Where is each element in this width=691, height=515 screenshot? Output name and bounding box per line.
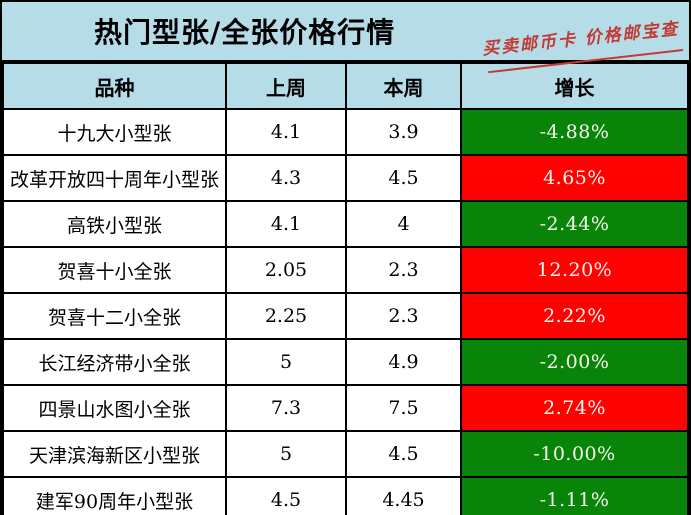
growth-cell: 4.65% <box>460 154 689 202</box>
col-header-last-week: 上周 <box>225 62 347 110</box>
last-week-cell: 4.5 <box>225 476 347 515</box>
growth-cell: -1.11% <box>460 476 689 515</box>
last-week-cell: 4.3 <box>225 154 347 202</box>
variety-cell: 高铁小型张 <box>2 200 227 248</box>
growth-cell: 12.20% <box>460 246 689 294</box>
table-row: 改革开放四十周年小型张 4.3 4.5 4.65% <box>2 154 689 202</box>
this-week-cell: 4.5 <box>345 430 462 478</box>
last-week-cell: 5 <box>225 338 347 386</box>
growth-cell: 2.22% <box>460 292 689 340</box>
page-title: 热门型张/全张价格行情 <box>94 16 396 49</box>
variety-cell: 十九大小型张 <box>2 108 227 156</box>
table-row: 四景山水图小全张 7.3 7.5 2.74% <box>2 384 689 432</box>
header-row: 品种 上周 本周 增长 <box>2 62 689 110</box>
this-week-cell: 7.5 <box>345 384 462 432</box>
this-week-cell: 4.45 <box>345 476 462 515</box>
growth-cell: -4.88% <box>460 108 689 156</box>
growth-cell: -2.44% <box>460 200 689 248</box>
variety-cell: 建军90周年小型张 <box>2 476 227 515</box>
this-week-cell: 4.9 <box>345 338 462 386</box>
last-week-cell: 4.1 <box>225 200 347 248</box>
last-week-cell: 5 <box>225 430 347 478</box>
variety-cell: 天津滨海新区小型张 <box>2 430 227 478</box>
variety-cell: 四景山水图小全张 <box>2 384 227 432</box>
variety-cell: 贺喜十小全张 <box>2 246 227 294</box>
growth-cell: 2.74% <box>460 384 689 432</box>
this-week-cell: 3.9 <box>345 108 462 156</box>
last-week-cell: 2.05 <box>225 246 347 294</box>
growth-cell: -2.00% <box>460 338 689 386</box>
variety-cell: 改革开放四十周年小型张 <box>2 154 227 202</box>
table-row: 长江经济带小全张 5 4.9 -2.00% <box>2 338 689 386</box>
col-header-this-week: 本周 <box>345 62 462 110</box>
price-table: 品种 上周 本周 增长 十九大小型张 4.1 3.9 -4.88% 改革开放四十… <box>2 62 689 515</box>
table-row: 十九大小型张 4.1 3.9 -4.88% <box>2 108 689 156</box>
this-week-cell: 4 <box>345 200 462 248</box>
last-week-cell: 4.1 <box>225 108 347 156</box>
table-row: 天津滨海新区小型张 5 4.5 -10.00% <box>2 430 689 478</box>
growth-cell: -10.00% <box>460 430 689 478</box>
table-row: 高铁小型张 4.1 4 -2.44% <box>2 200 689 248</box>
this-week-cell: 2.3 <box>345 246 462 294</box>
table-row: 贺喜十小全张 2.05 2.3 12.20% <box>2 246 689 294</box>
variety-cell: 贺喜十二小全张 <box>2 292 227 340</box>
variety-cell: 长江经济带小全张 <box>2 338 227 386</box>
this-week-cell: 2.3 <box>345 292 462 340</box>
table-row: 贺喜十二小全张 2.25 2.3 2.22% <box>2 292 689 340</box>
last-week-cell: 2.25 <box>225 292 347 340</box>
title-bar: 热门型张/全张价格行情 买卖邮币卡 价格邮宝查 <box>2 2 689 74</box>
table-row: 建军90周年小型张 4.5 4.45 -1.11% <box>2 476 689 515</box>
last-week-cell: 7.3 <box>225 384 347 432</box>
this-week-cell: 4.5 <box>345 154 462 202</box>
col-header-variety: 品种 <box>2 62 227 110</box>
